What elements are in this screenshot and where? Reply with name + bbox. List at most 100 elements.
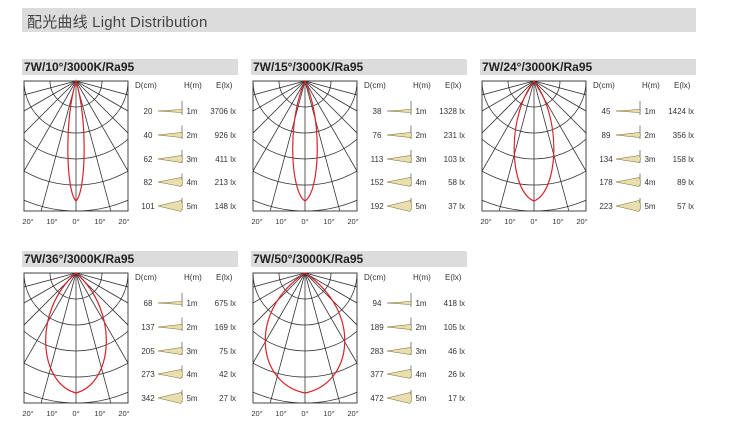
diameter-value: 223 <box>599 202 613 211</box>
illuminance-value: 1424 lx <box>668 107 694 116</box>
height-value: 5m <box>186 202 197 211</box>
grid-radial <box>253 81 306 112</box>
light-cone <box>157 155 183 163</box>
angle-label: 20° <box>22 217 33 226</box>
beam-curve <box>67 78 85 202</box>
grid-radial <box>498 81 535 211</box>
grid-radial <box>253 273 306 326</box>
polar-grid <box>482 81 586 211</box>
illuminance-value: 58 lx <box>448 178 465 187</box>
diameter-value: 113 <box>371 155 384 164</box>
angle-label: 10° <box>46 409 57 418</box>
angle-label: 10° <box>552 217 563 226</box>
light-cone <box>615 177 641 187</box>
height-value: 4m <box>186 370 197 379</box>
illuminance-value: 356 lx <box>673 131 694 140</box>
light-cone <box>386 109 412 113</box>
diameter-value: 205 <box>141 347 155 356</box>
light-cone <box>386 347 412 355</box>
light-cone <box>157 200 183 212</box>
light-cone <box>157 369 183 379</box>
light-cone <box>157 132 183 138</box>
height-value: 3m <box>415 155 426 164</box>
height-value: 5m <box>415 394 426 403</box>
illuminance-value: 57 lx <box>677 202 694 211</box>
light-distribution-panel-50deg: 7W/50°/3000K/Ra95 D(cm) H(m) E(lx) 20° 10… <box>251 251 467 421</box>
grid-radial <box>304 81 357 112</box>
grid-radial <box>482 81 535 96</box>
light-cone <box>386 369 412 379</box>
light-cone <box>386 392 412 404</box>
grid-radial <box>533 81 586 112</box>
grid-arc <box>24 330 128 352</box>
grid-radial <box>24 81 77 134</box>
height-value: 3m <box>415 347 426 356</box>
diameter-value: 134 <box>599 155 613 164</box>
height-value: 1m <box>415 107 426 116</box>
column-header-height: H(m) <box>413 81 431 90</box>
grid-arc <box>253 330 357 352</box>
height-value: 1m <box>186 107 197 116</box>
illuminance-value: 37 lx <box>448 202 465 211</box>
grid-radial <box>40 81 77 211</box>
illuminance-value: 411 lx <box>215 155 236 164</box>
angle-label: 10° <box>323 409 334 418</box>
beam-curve <box>45 272 107 394</box>
height-value: 4m <box>644 178 655 187</box>
height-value: 4m <box>186 178 197 187</box>
grid-radial <box>75 273 128 326</box>
illuminance-value: 926 lx <box>215 131 236 140</box>
grid-radial <box>533 81 570 211</box>
grid-radial <box>24 273 77 288</box>
light-cone <box>615 109 641 113</box>
diameter-value: 40 <box>144 131 153 140</box>
illuminance-value: 3706 lx <box>210 107 236 116</box>
polar-grid <box>253 273 357 403</box>
column-header-illuminance: E(lx) <box>445 273 462 282</box>
illuminance-value: 158 lx <box>673 155 694 164</box>
chart-svg: 20° 10° 0° 10° 20° 38 1m 1328 lx 76 2m 231 lx 113 3m… <box>251 79 465 226</box>
grid-radial <box>253 273 306 364</box>
column-header-illuminance: E(lx) <box>216 81 233 90</box>
height-value: 2m <box>186 323 197 332</box>
section-header: 配光曲线 Light Distribution <box>22 8 696 32</box>
grid-arc <box>253 391 357 403</box>
height-value: 5m <box>644 202 655 211</box>
light-cone <box>157 347 183 355</box>
light-cone <box>386 324 412 330</box>
height-value: 1m <box>644 107 655 116</box>
grid-arc <box>482 199 586 211</box>
angle-label: 0° <box>301 409 308 418</box>
light-cone <box>157 392 183 404</box>
angle-label: 10° <box>94 217 105 226</box>
light-distribution-panel-24deg: 7W/24°/3000K/Ra95 D(cm) H(m) E(lx) 20° 10… <box>480 59 696 229</box>
light-cone <box>615 200 641 212</box>
illuminance-value: 27 lx <box>219 394 236 403</box>
illuminance-value: 46 lx <box>448 347 465 356</box>
polar-grid <box>24 81 128 211</box>
grid-arc <box>253 170 357 186</box>
height-value: 3m <box>186 155 197 164</box>
diameter-value: 68 <box>144 299 153 308</box>
height-value: 4m <box>415 178 426 187</box>
grid-radial <box>304 81 357 134</box>
grid-radial <box>269 81 306 211</box>
panel-title-bar: 7W/10°/3000K/Ra95 <box>22 59 238 75</box>
illuminance-value: 26 lx <box>448 370 465 379</box>
diameter-value: 45 <box>602 107 611 116</box>
diameter-value: 273 <box>141 370 155 379</box>
grid-radial <box>24 81 77 112</box>
panel-title-bar: 7W/24°/3000K/Ra95 <box>480 59 696 75</box>
grid-arc <box>24 362 128 378</box>
diameter-value: 472 <box>370 394 384 403</box>
angle-label: 20° <box>576 217 587 226</box>
grid-radial <box>253 81 306 96</box>
grid-radial <box>304 273 357 304</box>
grid-radial <box>482 81 535 134</box>
diameter-value: 62 <box>144 155 153 164</box>
grid-radial <box>253 81 306 172</box>
illuminance-value: 418 lx <box>444 299 465 308</box>
height-value: 1m <box>186 299 197 308</box>
diameter-value: 89 <box>602 131 611 140</box>
column-header-diameter: D(cm) <box>364 81 386 90</box>
